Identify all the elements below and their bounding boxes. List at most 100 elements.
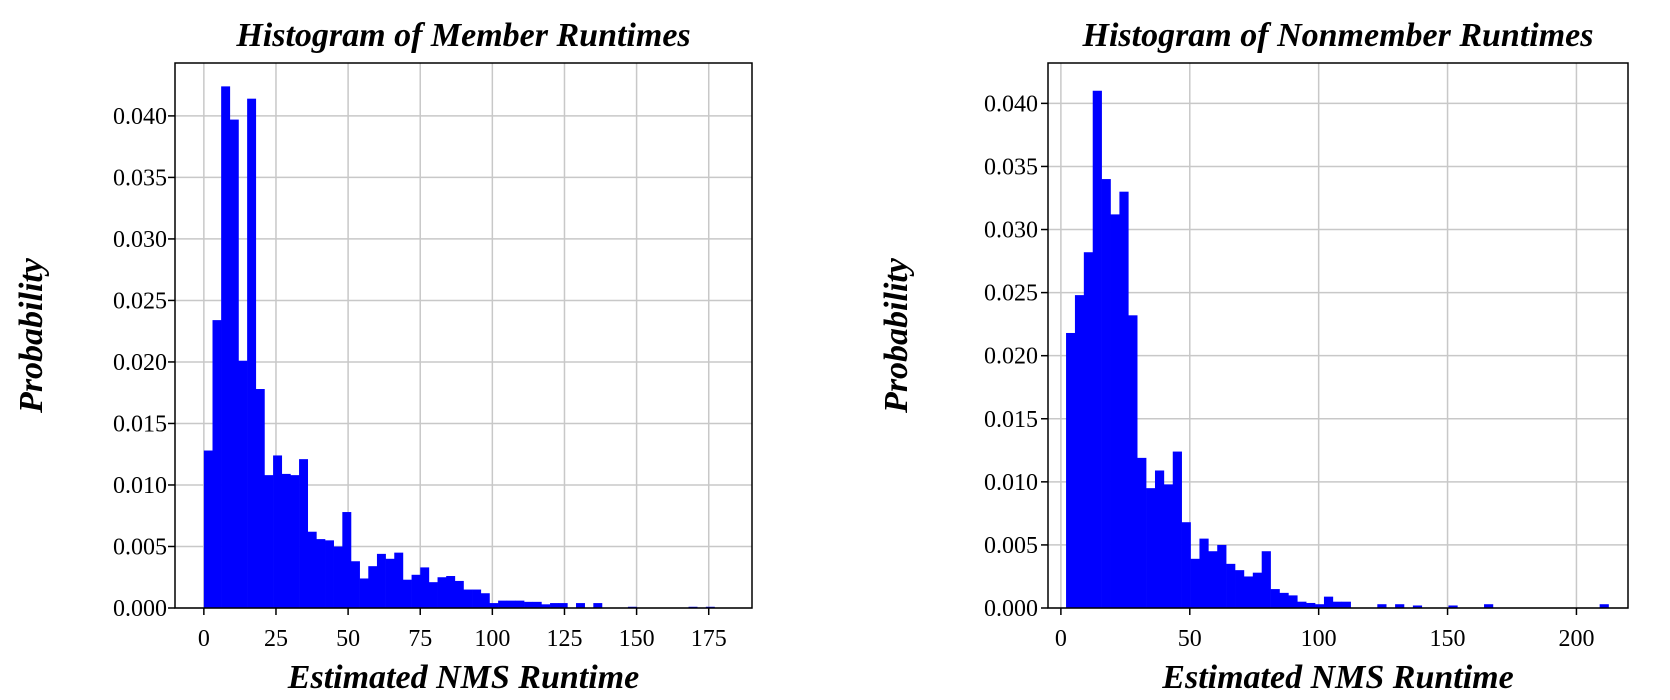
nonmember-bar — [1412, 605, 1423, 608]
member-x-tick-label: 150 — [619, 626, 655, 652]
nonmember-bar — [1448, 605, 1458, 608]
member-bar — [368, 566, 378, 608]
nonmember-bar — [1146, 488, 1156, 608]
member-bar — [576, 603, 585, 608]
member-bar — [515, 600, 525, 608]
nonmember-x-axis-label: Estimated NMS Runtime — [1161, 659, 1513, 696]
member-bar — [342, 512, 352, 608]
nonmember-bar — [1181, 522, 1191, 608]
member-y-tick-label: 0.040 — [113, 104, 167, 130]
member-bar — [229, 119, 239, 608]
member-bar — [593, 603, 603, 608]
nonmember-bar — [1101, 179, 1111, 608]
member-bar — [394, 552, 404, 608]
nonmember-bar — [1083, 252, 1094, 608]
nonmember-bar — [1599, 604, 1609, 608]
nonmember-bar — [1341, 601, 1351, 608]
member-bar — [480, 593, 490, 608]
nonmember-bar — [1297, 601, 1307, 608]
nonmember-y-tick-label: 0.030 — [984, 218, 1038, 244]
member-bar — [385, 558, 395, 608]
nonmember-y-tick-label: 0.000 — [984, 596, 1038, 622]
nonmember-bar — [1199, 538, 1209, 608]
member-y-tick-label: 0.005 — [113, 534, 167, 560]
nonmember-y-tick-label: 0.020 — [984, 344, 1038, 370]
member-x-tick-label: 125 — [546, 626, 582, 652]
member-bar — [203, 450, 213, 608]
nonmember-bar — [1074, 295, 1085, 608]
nonmember-bar — [1154, 470, 1165, 608]
nonmember-bar — [1110, 214, 1120, 608]
nonmember-bar — [1315, 604, 1325, 608]
member-bar — [376, 553, 386, 608]
nonmember-ticks: 0 50 100 150 200 0.000 0.005 0.010 0.015 0.020 0.0… — [984, 91, 1594, 652]
nonmember-bar — [1270, 589, 1280, 608]
nonmember-x-tick-label: 100 — [1301, 626, 1337, 652]
member-y-tick-label: 0.000 — [113, 596, 167, 622]
nonmember-bar — [1323, 596, 1334, 608]
nonmember-y-tick-label: 0.025 — [984, 281, 1038, 307]
nonmember-bar — [1332, 601, 1343, 608]
member-bar — [454, 580, 464, 608]
member-bar — [489, 603, 499, 608]
nonmember-x-tick-label: 50 — [1178, 626, 1202, 652]
member-bar — [402, 579, 412, 608]
member-y-axis-label: Probability — [13, 257, 50, 414]
nonmember-bars — [1066, 90, 1609, 609]
member-bar — [290, 475, 300, 608]
member-bar — [437, 577, 447, 608]
member-bar — [541, 604, 551, 608]
member-bar — [316, 539, 326, 608]
member-y-tick-label: 0.015 — [113, 411, 167, 437]
member-bar — [247, 98, 257, 609]
nonmember-x-tick-label: 200 — [1558, 626, 1594, 652]
nonmember-y-axis-label: Probability — [878, 257, 915, 414]
member-bar — [333, 546, 343, 608]
nonmember-bar — [1243, 576, 1254, 608]
member-bar — [463, 589, 473, 608]
member-bar — [281, 473, 291, 608]
member-bar — [420, 567, 430, 608]
member-bar — [299, 459, 309, 608]
member-bar — [506, 600, 516, 608]
member-bar — [273, 455, 283, 608]
nonmember-bar — [1395, 604, 1405, 608]
nonmember-bar — [1066, 332, 1076, 608]
nonmember-bar — [1288, 595, 1298, 608]
member-bar — [212, 320, 222, 608]
nonmember-y-tick-label: 0.015 — [984, 407, 1038, 433]
member-bar — [221, 86, 231, 609]
nonmember-bar — [1235, 570, 1245, 608]
member-bar — [428, 582, 438, 608]
member-bar — [532, 601, 542, 608]
member-bar — [446, 576, 456, 608]
member-y-tick-label: 0.035 — [113, 165, 167, 191]
nonmember-bar — [1377, 604, 1387, 608]
member-bar — [238, 360, 248, 608]
member-x-tick-label: 25 — [264, 626, 288, 652]
nonmember-y-tick-label: 0.005 — [984, 533, 1038, 559]
nonmember-bar — [1172, 451, 1182, 608]
nonmember-chart-title: Histogram of Nonmember Runtimes — [1082, 17, 1594, 54]
member-bar — [550, 603, 560, 608]
member-y-tick-label: 0.010 — [113, 473, 167, 499]
member-bars — [203, 86, 715, 609]
member-bar — [498, 600, 508, 608]
nonmember-bar — [1226, 563, 1236, 608]
nonmember-bar — [1092, 90, 1102, 608]
nonmember-x-tick-label: 0 — [1055, 626, 1067, 652]
member-y-tick-label: 0.025 — [113, 288, 167, 314]
member-x-axis-label: Estimated NMS Runtime — [287, 659, 639, 696]
member-bar — [411, 574, 421, 608]
member-plot-frame — [174, 62, 753, 609]
member-x-tick-label: 50 — [336, 626, 360, 652]
nonmember-bar — [1163, 484, 1174, 608]
nonmember-y-tick-label: 0.040 — [984, 91, 1038, 117]
member-runtime-histogram: 0 25 50 75 100 125 150 175 0.000 0.005 0.010 0.015 0… — [13, 17, 753, 696]
nonmember-runtime-histogram: 0 50 100 150 200 0.000 0.005 0.010 0.015 0.020 0.0… — [878, 17, 1629, 696]
member-bar — [307, 531, 317, 608]
member-bar — [472, 589, 482, 608]
member-x-tick-label: 0 — [198, 626, 210, 652]
nonmember-bar — [1190, 558, 1200, 608]
